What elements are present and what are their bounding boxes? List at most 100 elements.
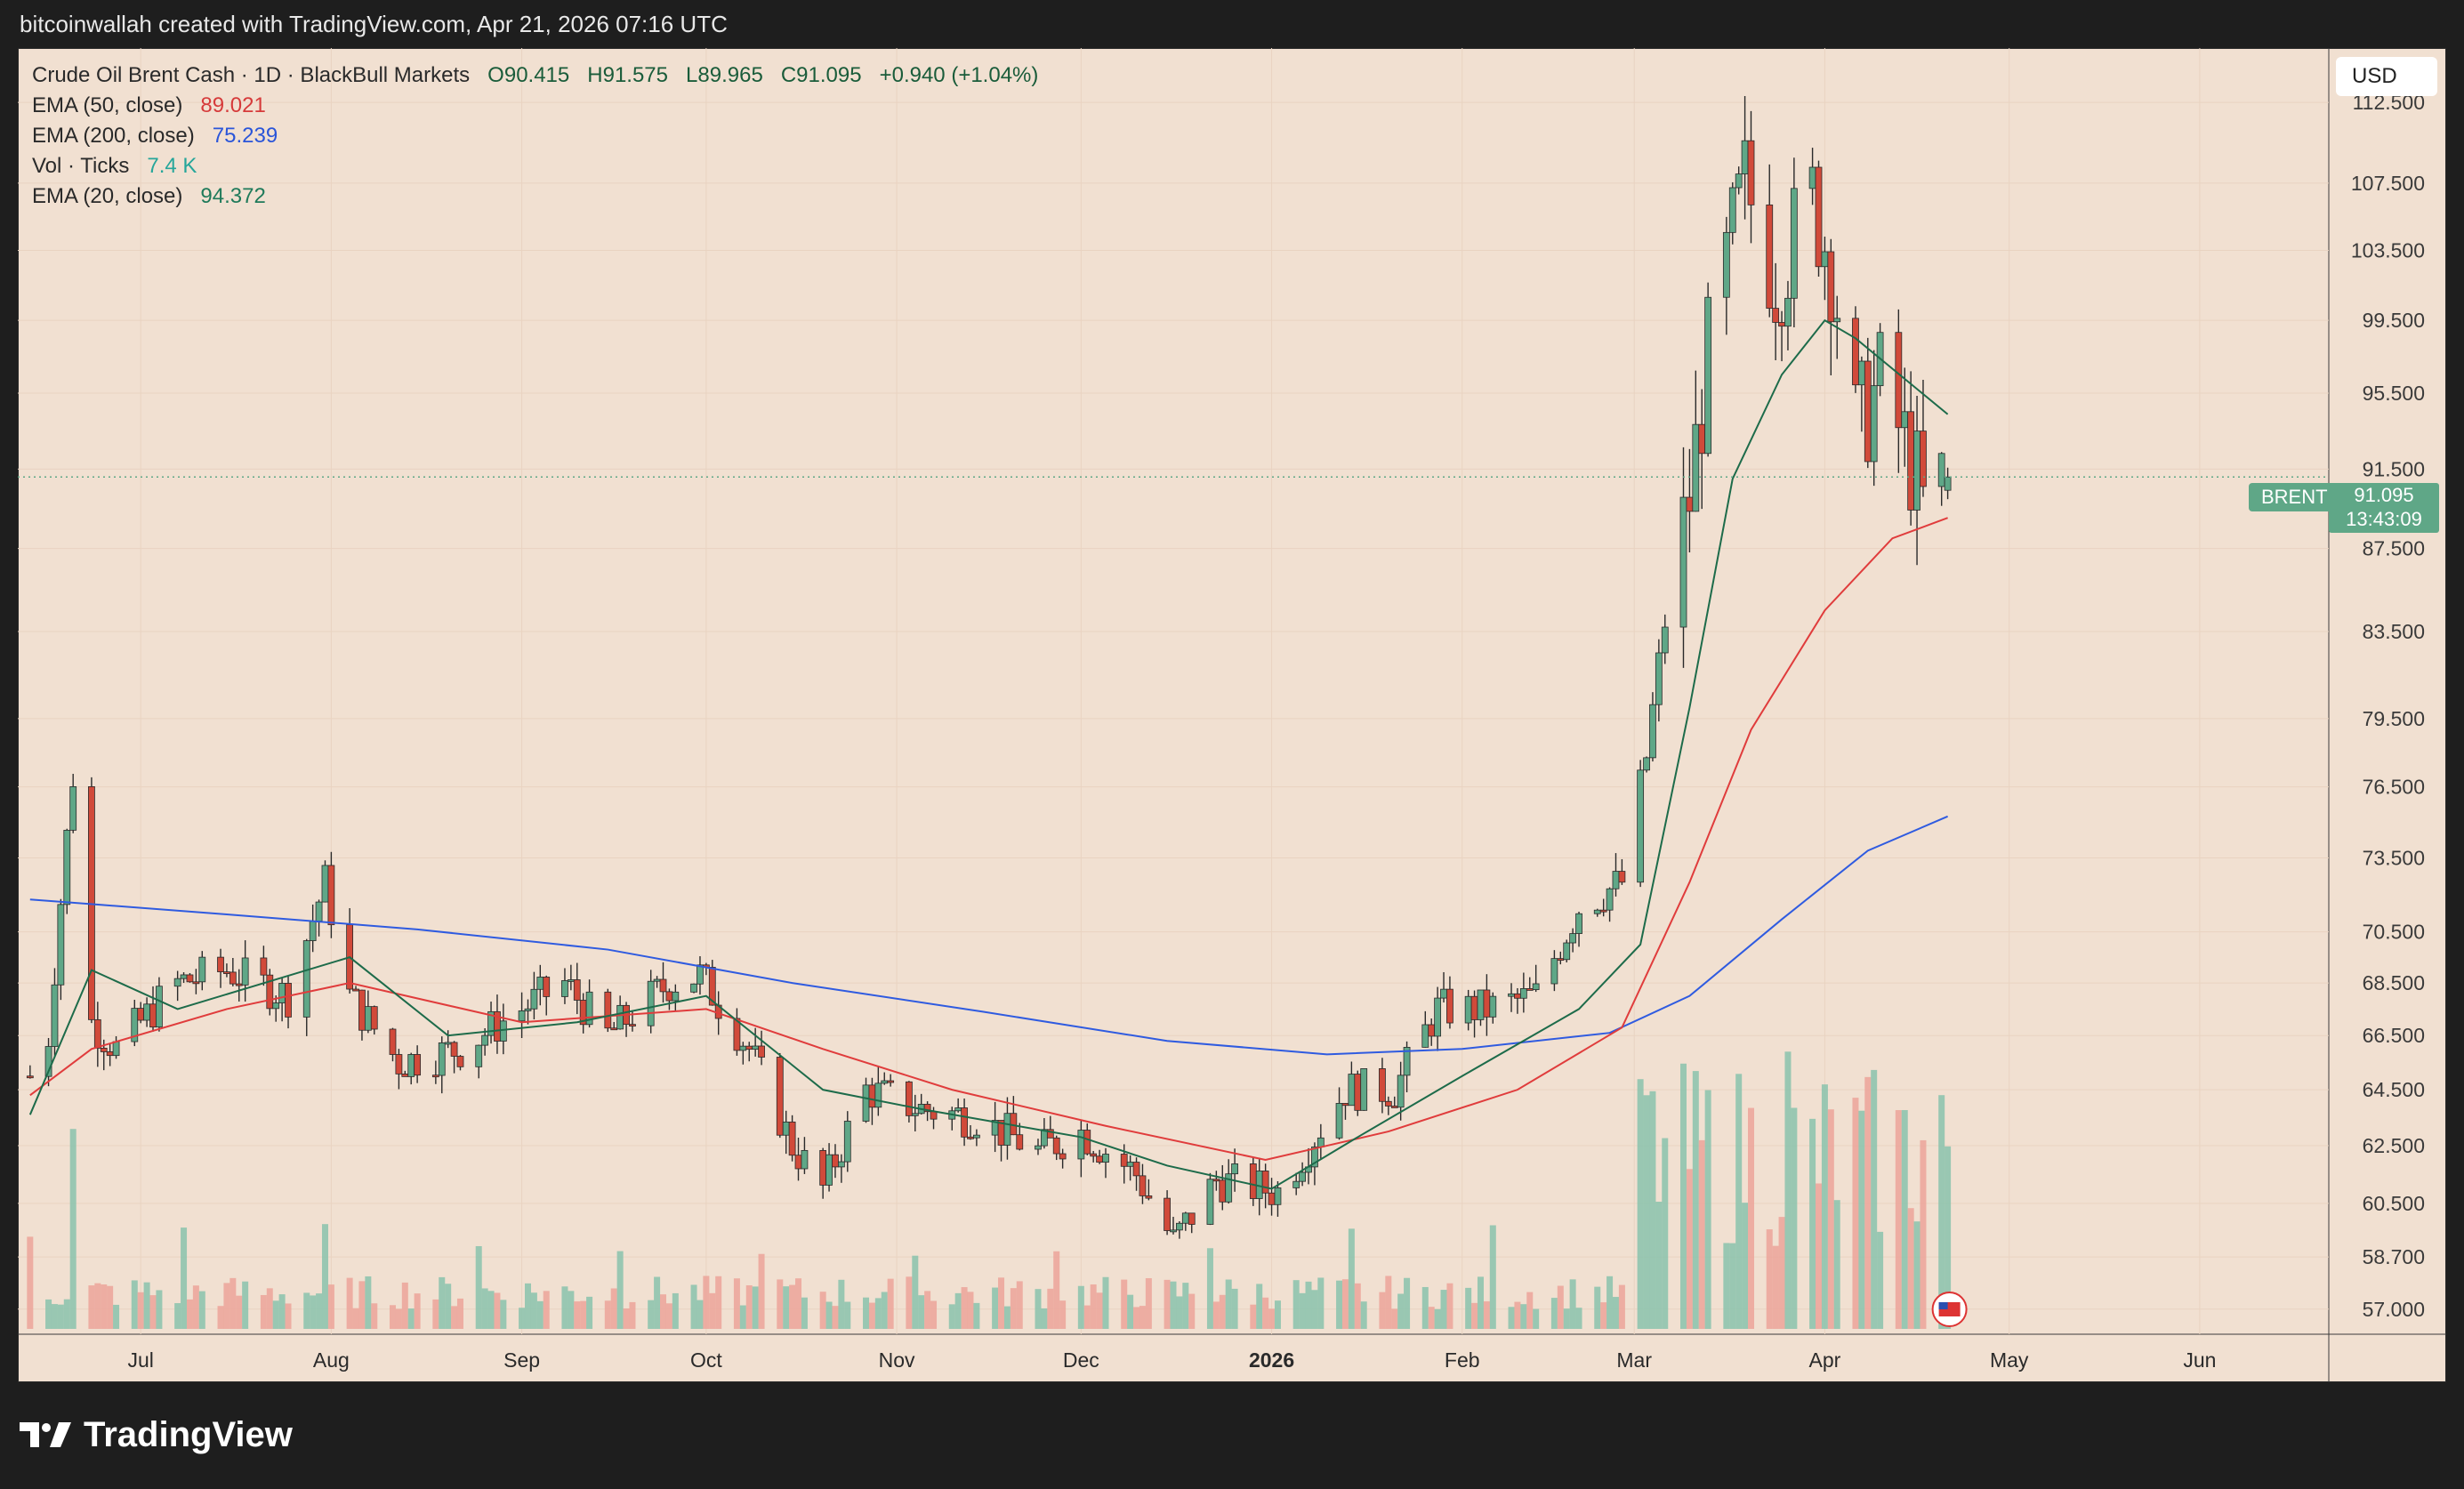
volume-bar — [1606, 1276, 1614, 1329]
volume-bar — [101, 1284, 108, 1329]
volume-bar — [88, 1285, 95, 1329]
candle-body — [1679, 496, 1687, 628]
volume-bar — [1231, 1288, 1238, 1329]
candle-body — [1126, 1162, 1134, 1167]
candle-body — [1360, 1068, 1368, 1111]
candle-body — [954, 1107, 962, 1112]
candle-body — [364, 1006, 372, 1031]
volume-bar — [1877, 1231, 1884, 1329]
candle-body — [1397, 1074, 1405, 1108]
volume-bar — [1041, 1308, 1048, 1329]
candle-body — [819, 1149, 827, 1186]
ema50-value: 89.021 — [200, 93, 266, 117]
currency-button[interactable]: USD — [2336, 57, 2437, 96]
candle-body — [438, 1042, 446, 1076]
high-value: H91.575 — [587, 63, 669, 87]
volume-bar — [439, 1276, 446, 1329]
volume-bar — [57, 1304, 64, 1329]
volume-bar — [1748, 1107, 1754, 1329]
volume-bar — [27, 1236, 34, 1329]
volume-bar — [758, 1253, 765, 1329]
candle-body — [758, 1045, 765, 1058]
candle-body — [1944, 476, 1952, 491]
candle-body — [450, 1042, 458, 1057]
candle-body — [1692, 423, 1700, 512]
volume-bar — [654, 1276, 661, 1329]
volume-bar — [310, 1295, 317, 1329]
candle-body — [321, 865, 329, 903]
candle-body — [1532, 983, 1540, 991]
volume-bar — [1096, 1292, 1103, 1329]
y-tick-label: 79.500 — [2363, 707, 2425, 730]
volume-bar — [863, 1297, 870, 1329]
volume-bar — [1170, 1281, 1177, 1329]
candle-body — [1390, 1106, 1398, 1108]
volume-bar — [1533, 1308, 1540, 1329]
candle-body — [690, 983, 697, 993]
chart-legend: Crude Oil Brent Cash · 1D · BlackBull Ma… — [32, 60, 1038, 212]
candle-body — [1188, 1212, 1196, 1225]
volume-bar — [414, 1293, 421, 1329]
symbol-label[interactable]: Crude Oil Brent Cash · 1D · BlackBull Ma… — [32, 63, 471, 87]
candle-body — [733, 1018, 741, 1051]
candle-body — [1016, 1134, 1024, 1150]
candle-body — [100, 1047, 108, 1052]
candle-body — [536, 977, 544, 990]
legend-volume-row[interactable]: Vol · Ticks 7.4 K — [32, 151, 1038, 181]
candle-body — [518, 1010, 526, 1022]
candle-body — [44, 1046, 52, 1077]
volume-bar — [1526, 1292, 1534, 1329]
legend-ema50-row[interactable]: EMA (50, close) 89.021 — [32, 91, 1038, 121]
candle-body — [499, 1020, 507, 1042]
candle-body — [1913, 431, 1920, 511]
candle-body — [1164, 1197, 1171, 1231]
volume-bar — [672, 1292, 679, 1329]
candle-body — [1827, 251, 1835, 323]
candle-body — [1379, 1068, 1386, 1102]
candle-body — [352, 988, 359, 992]
candle-body — [309, 921, 317, 941]
candle-body — [1606, 888, 1614, 911]
candle-body — [1612, 871, 1620, 889]
candle-body — [1077, 1130, 1085, 1160]
volume-bar — [1612, 1297, 1619, 1329]
candle-body — [1120, 1154, 1128, 1167]
candle-body — [1937, 453, 1945, 487]
volume-bar — [63, 1299, 70, 1329]
legend-ema20-row[interactable]: EMA (20, close) 94.372 — [32, 181, 1038, 212]
volume-bar — [494, 1292, 501, 1329]
volume-bar — [229, 1277, 237, 1329]
candle-body — [407, 1054, 415, 1077]
candle-body — [561, 980, 568, 997]
volume-bar — [272, 1300, 279, 1329]
candle-body — [887, 1080, 895, 1083]
volume-bar — [906, 1276, 913, 1329]
candle-body — [1728, 187, 1736, 233]
candle-body — [604, 991, 612, 1029]
volume-bar — [629, 1301, 636, 1329]
candle-body — [481, 1034, 489, 1046]
volume-bar — [568, 1291, 575, 1329]
candle-body — [51, 984, 59, 1047]
x-tick-label: Dec — [1063, 1348, 1099, 1372]
x-tick-label: Jul — [127, 1348, 153, 1372]
x-tick-label: Feb — [1445, 1348, 1480, 1372]
candle-body — [911, 1113, 919, 1116]
candle-body — [1477, 989, 1485, 1020]
volume-bar — [137, 1292, 144, 1329]
y-tick-label: 60.500 — [2363, 1192, 2425, 1215]
volume-bar — [1858, 1110, 1865, 1329]
y-tick-label: 76.500 — [2363, 776, 2425, 799]
legend-ema200-row[interactable]: EMA (200, close) 75.239 — [32, 121, 1038, 151]
chart-panel — [18, 48, 2446, 1382]
candle-body — [1145, 1195, 1153, 1199]
volume-bar — [1121, 1279, 1128, 1329]
price-chart[interactable]: 112.500107.500103.50099.50095.50091.5008… — [18, 48, 2446, 1382]
volume-bar — [1404, 1277, 1411, 1329]
top-attribution-bar: bitcoinwallah created with TradingView.c… — [0, 0, 2464, 48]
candle-body — [1212, 1179, 1220, 1182]
volume-bar — [1520, 1304, 1527, 1329]
candle-body — [752, 1045, 760, 1050]
volume-bar — [795, 1278, 802, 1329]
volume-bar — [1354, 1283, 1361, 1329]
